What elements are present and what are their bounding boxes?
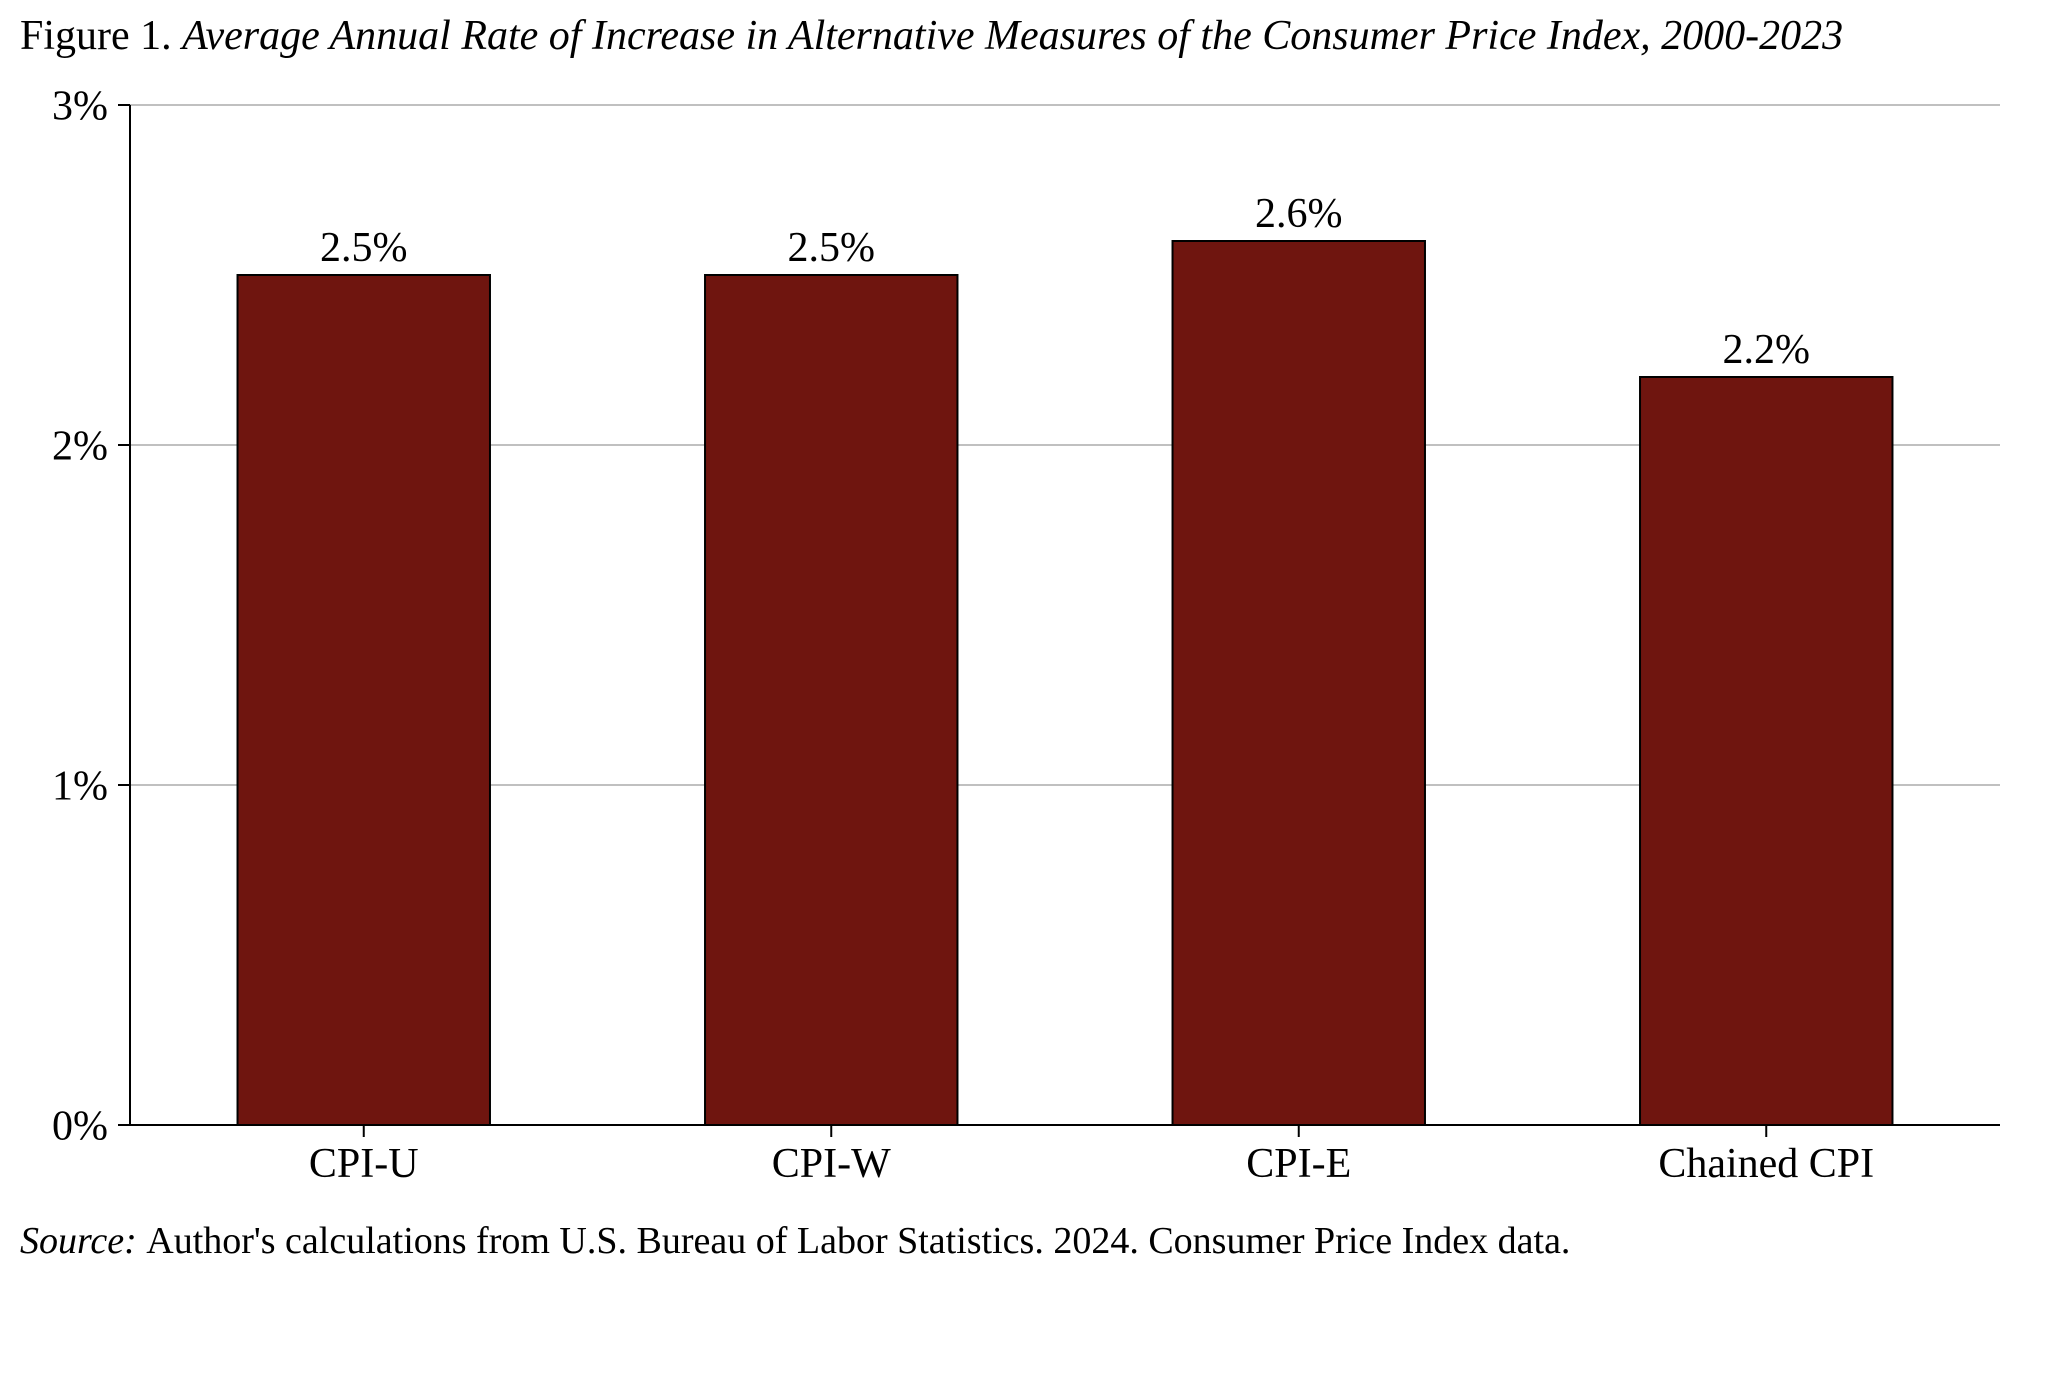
figure-title-prefix: Figure 1. bbox=[20, 13, 182, 59]
bar-value-label: 2.2% bbox=[1723, 327, 1811, 373]
x-axis-label: Chained CPI bbox=[1658, 1140, 1874, 1186]
y-axis-label: 0% bbox=[52, 1103, 108, 1149]
bar-value-label: 2.5% bbox=[788, 225, 876, 271]
chart-svg: 2.5% CPI-U 2.5% CPI-W 2.6% CPI-E 2.2% Chained C… bbox=[20, 85, 2020, 1205]
figure-title: Figure 1. Average Annual Rate of Increas… bbox=[20, 10, 2028, 85]
y-axis-label: 3% bbox=[52, 85, 108, 130]
bar-value-label: 2.5% bbox=[320, 225, 408, 271]
bar-value-label: 2.6% bbox=[1255, 191, 1343, 237]
bar bbox=[238, 275, 490, 1125]
y-axis-label: 2% bbox=[52, 423, 108, 469]
y-axis-label: 1% bbox=[52, 763, 108, 809]
figure-source-prefix: Source: bbox=[20, 1220, 146, 1262]
figure-source-text: Author's calculations from U.S. Bureau o… bbox=[146, 1220, 1570, 1262]
bar-chart: 2.5% CPI-U 2.5% CPI-W 2.6% CPI-E 2.2% Chained C… bbox=[20, 85, 2020, 1205]
x-axis-label: CPI-E bbox=[1246, 1140, 1351, 1186]
figure-source: Source: Author's calculations from U.S. … bbox=[20, 1205, 2028, 1263]
figure-title-main: Average Annual Rate of Increase in Alter… bbox=[182, 13, 1843, 59]
bar bbox=[705, 275, 957, 1125]
x-axis-label: CPI-W bbox=[772, 1140, 891, 1186]
bar bbox=[1640, 377, 1892, 1125]
x-axis-label: CPI-U bbox=[309, 1140, 419, 1186]
figure-container: Figure 1. Average Annual Rate of Increas… bbox=[0, 0, 2048, 1373]
bar bbox=[1173, 241, 1425, 1125]
